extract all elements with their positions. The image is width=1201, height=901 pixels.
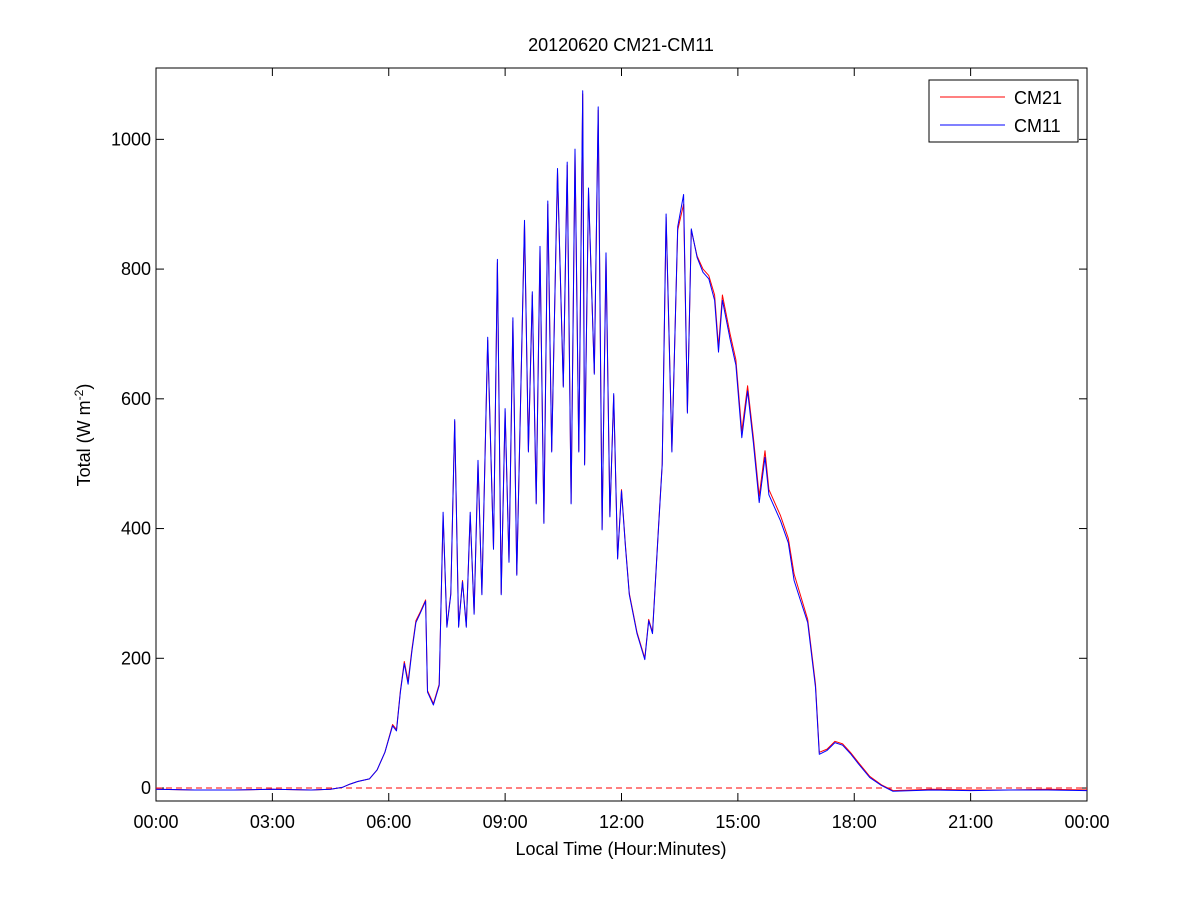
y-tick-label: 800 xyxy=(121,259,151,279)
y-tick-label: 0 xyxy=(141,778,151,798)
y-axis-label-close: ) xyxy=(74,384,94,390)
legend-box xyxy=(928,79,1079,143)
axes-box xyxy=(155,67,1088,802)
x-tick-label: 21:00 xyxy=(948,812,993,832)
y-axis-label-superscript: -2 xyxy=(72,389,86,400)
x-tick-label: 06:00 xyxy=(366,812,411,832)
y-tick-label: 200 xyxy=(121,648,151,668)
x-tick-label: 09:00 xyxy=(483,812,528,832)
y-axis-label-main: Total (W m xyxy=(74,400,94,486)
x-tick-label: 15:00 xyxy=(715,812,760,832)
legend: CM21 CM11 xyxy=(928,79,1079,143)
legend-label-cm11: CM11 xyxy=(1014,116,1061,136)
x-tick-label: 00:00 xyxy=(133,812,178,832)
x-axis-ticks: 00:00 03:00 06:00 09:00 12:00 15:00 18:00 21:00… xyxy=(133,68,1110,832)
y-axis-ticks: 0 200 400 600 800 1000 xyxy=(111,129,1087,798)
series-layer xyxy=(155,90,1088,792)
x-tick-label: 12:00 xyxy=(599,812,644,832)
x-tick-label: 18:00 xyxy=(832,812,877,832)
y-tick-label: 1000 xyxy=(111,129,151,149)
legend-label-cm21: CM21 xyxy=(1014,88,1062,108)
x-axis-label: Local Time (Hour:Minutes) xyxy=(515,839,726,859)
series-line-cm11 xyxy=(155,90,1088,792)
y-axis-label: Total (W m-2) xyxy=(72,384,94,487)
chart-title: 20120620 CM21-CM11 xyxy=(528,35,714,55)
y-tick-label: 400 xyxy=(121,519,151,539)
x-tick-label: 00:00 xyxy=(1064,812,1109,832)
x-tick-label: 03:00 xyxy=(250,812,295,832)
y-tick-label: 600 xyxy=(121,389,151,409)
plot-area: 00:00 03:00 06:00 09:00 12:00 15:00 18:00 21:00… xyxy=(111,67,1110,832)
